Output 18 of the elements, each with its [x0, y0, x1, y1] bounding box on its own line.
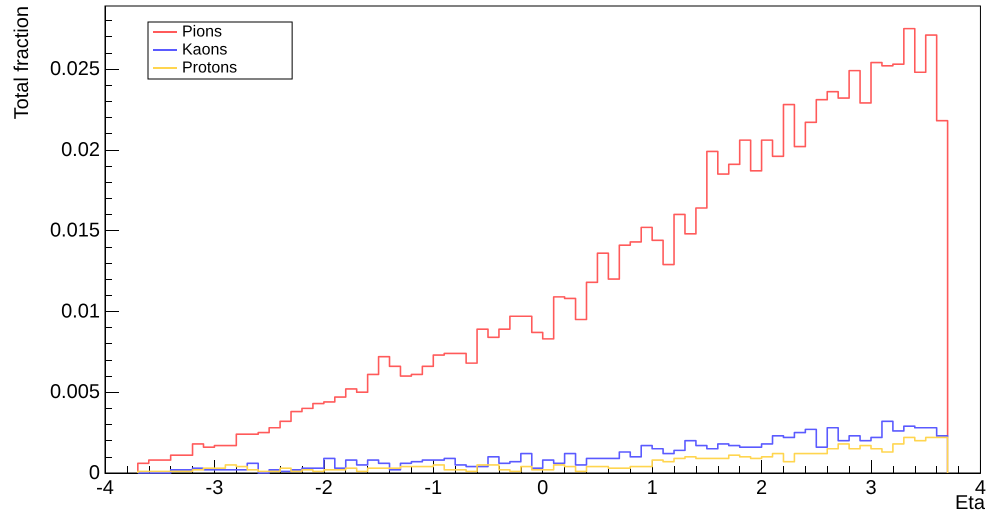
x-tick-label: -1: [424, 477, 442, 499]
x-tick-label: 2: [756, 477, 768, 499]
x-tick-label: -3: [206, 477, 224, 499]
x-tick-label: 3: [865, 477, 877, 499]
y-tick-label: 0.01: [61, 300, 100, 322]
x-tick-label: 4: [974, 477, 986, 499]
x-tick-label: 1: [646, 477, 658, 499]
y-tick-label: 0.025: [50, 58, 100, 80]
y-tick-label: 0.02: [61, 138, 100, 161]
legend-label: Protons: [182, 60, 238, 76]
legend-label: Pions: [182, 24, 222, 40]
x-tick-label: -2: [314, 477, 333, 499]
y-tick-label: 0.015: [50, 220, 100, 242]
y-axis-title: Total fraction: [11, 6, 33, 120]
x-tick-label: 0: [537, 477, 548, 499]
y-tick-label: 0: [88, 462, 100, 484]
y-tick-label: 0.005: [50, 381, 100, 404]
legend-label: Kaons: [182, 42, 228, 58]
